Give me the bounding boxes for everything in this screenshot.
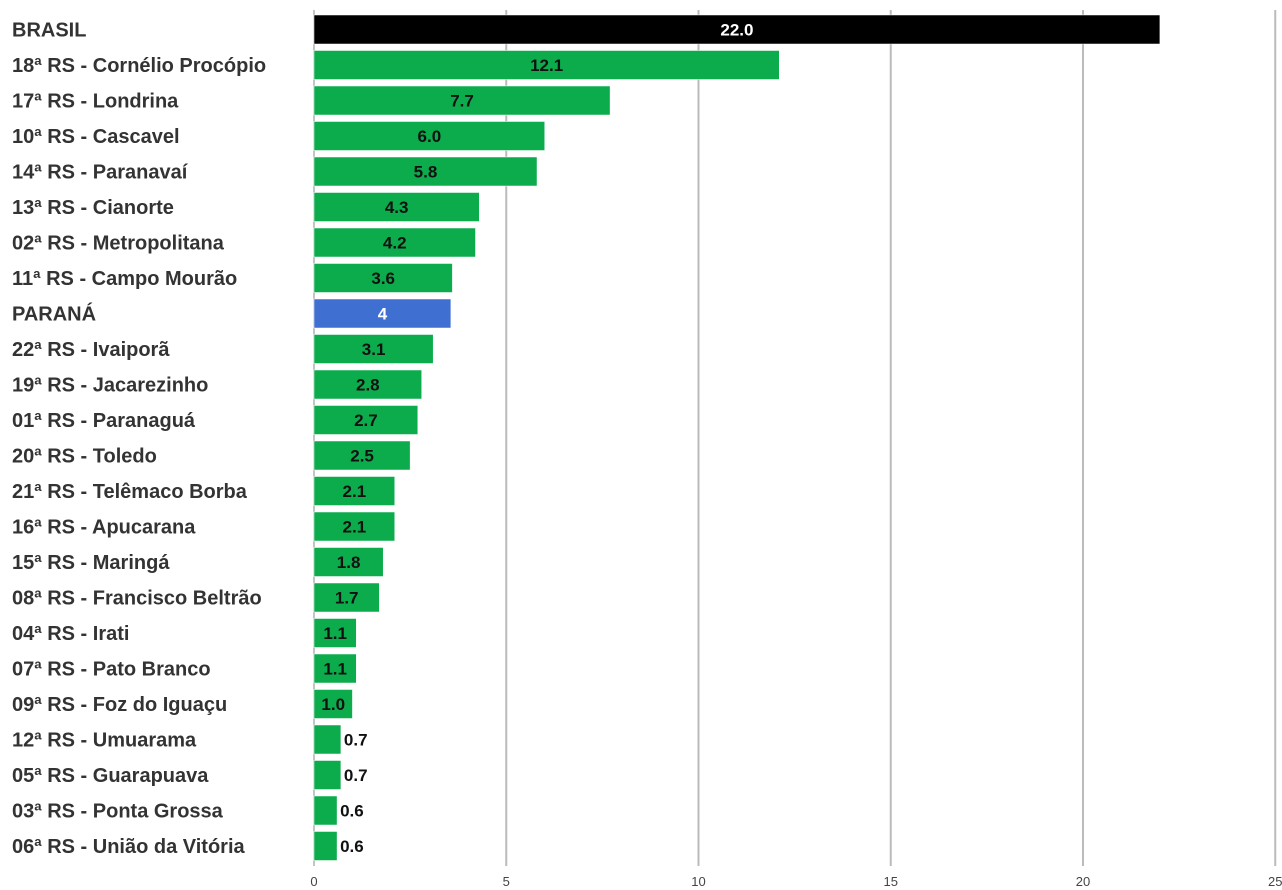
bar-20 [313,724,342,755]
x-tick-label-5: 5 [503,874,510,889]
value-label-5: 4.3 [385,198,409,217]
bar-1 [313,50,780,80]
value-label-4: 5.8 [414,163,438,182]
value-label-20: 0.7 [344,731,368,750]
category-label-3: 10ª RS - Cascavel [12,126,180,148]
x-axis-tick-layer: 0 5 10 15 20 25 [310,874,1282,889]
bar-5 [313,192,480,222]
x-tick-label-15: 15 [884,874,898,889]
bar-6 [313,227,476,258]
bar-2 [313,85,611,116]
category-label-2: 17ª RS - Londrina [12,91,179,113]
value-label-9: 3.1 [362,340,386,359]
bar-12 [313,440,411,471]
value-label-22: 0.6 [340,802,364,821]
x-tick-label-20: 20 [1076,874,1090,889]
category-label-12: 20ª RS - Toledo [12,446,157,468]
bar-3 [313,121,545,151]
value-label-10: 2.8 [356,376,380,395]
category-label-4: 14ª RS - Paranavaí [12,162,189,184]
bar-11 [313,405,419,435]
category-label-17: 04ª RS - Irati [12,623,129,645]
category-label-13: 21ª RS - Telêmaco Borba [12,481,248,503]
category-label-21: 05ª RS - Guarapuava [12,765,209,787]
bar-14 [313,511,395,542]
category-label-22: 03ª RS - Ponta Grossa [12,801,224,823]
category-label-10: 19ª RS - Jacarezinho [12,375,208,397]
value-label-21: 0.7 [344,766,368,785]
bar-4 [313,156,538,187]
category-label-15: 15ª RS - Maringá [12,552,170,574]
value-label-13: 2.1 [343,482,367,501]
value-label-17: 1.1 [323,624,347,643]
value-label-14: 2.1 [343,518,367,537]
category-label-1: 18ª RS - Cornélio Procópio [12,55,266,77]
category-label-layer: BRASIL 18ª RS - Cornélio Procópio 17ª RS -… [12,20,266,859]
bar-18 [313,653,357,684]
bar-10 [313,369,422,400]
bar-8 [313,298,452,329]
bar-0 [313,14,1161,45]
value-label-6: 4.2 [383,234,407,253]
value-label-15: 1.8 [337,553,361,572]
value-label-7: 3.6 [371,269,395,288]
value-label-11: 2.7 [354,411,378,430]
value-label-1: 12.1 [530,56,563,75]
value-label-8: 4 [378,305,388,324]
x-tick-label-0: 0 [310,874,317,889]
category-label-5: 13ª RS - Cianorte [12,197,174,219]
grid-layer [313,10,1277,866]
value-label-12: 2.5 [350,447,374,466]
category-label-14: 16ª RS - Apucarana [12,517,196,539]
bar-17 [313,618,357,648]
category-label-11: 01ª RS - Paranaguá [12,410,196,432]
category-label-19: 09ª RS - Foz do Iguaçu [12,694,227,716]
bar-21 [313,760,342,790]
value-label-18: 1.1 [323,660,347,679]
value-label-23: 0.6 [340,837,364,856]
bar-13 [313,476,395,506]
category-label-16: 08ª RS - Francisco Beltrão [12,588,262,610]
bar-23 [313,831,338,861]
bar-15 [313,547,384,577]
value-label-0: 22.0 [720,21,753,40]
category-label-0: BRASIL [12,20,86,42]
value-label-2: 7.7 [450,92,474,111]
bar-19 [313,689,353,719]
value-label-layer: 22.0 12.1 7.7 6.0 5.8 4.3 4.2 3.6 4 3.1 2.8 2.7 2.5 2… [321,21,753,857]
value-label-19: 1.0 [321,695,345,714]
x-tick-label-25: 25 [1268,874,1282,889]
category-label-9: 22ª RS - Ivaiporã [12,339,170,361]
category-label-6: 02ª RS - Metropolitana [12,233,225,255]
category-label-18: 07ª RS - Pato Branco [12,659,211,681]
value-label-3: 6.0 [418,127,442,146]
category-label-7: 11ª RS - Campo Mourão [12,268,237,290]
value-label-16: 1.7 [335,589,359,608]
bar-7 [313,263,453,293]
bar-layer [313,14,1161,861]
category-label-8: PARANÁ [12,303,96,326]
category-label-20: 12ª RS - Umuarama [12,730,197,752]
category-label-23: 06ª RS - União da Vitória [12,836,246,858]
bar-22 [313,795,338,826]
bar-16 [313,582,380,613]
bar-9 [313,334,434,364]
x-tick-label-10: 10 [691,874,705,889]
